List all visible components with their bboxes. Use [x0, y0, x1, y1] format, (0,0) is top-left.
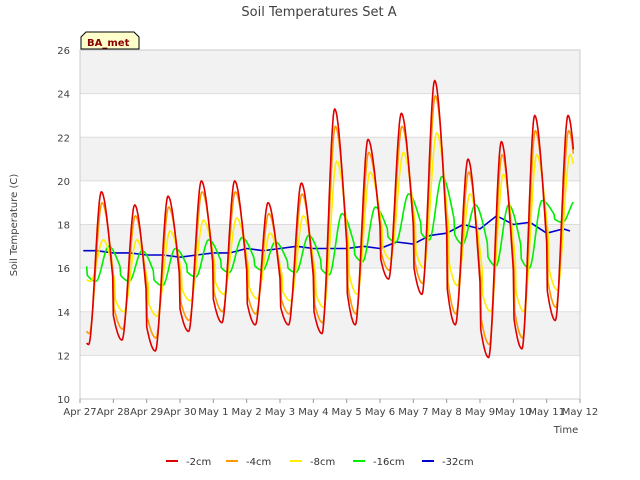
y-tick-label: 26 [57, 46, 70, 57]
legend-label: -2cm [186, 457, 211, 468]
y-axis-label: Soil Temperature (C) [9, 174, 20, 277]
x-tick-label: May 12 [562, 407, 599, 418]
background-band [80, 311, 580, 356]
x-tick-label: May 8 [432, 407, 462, 418]
series-line-minus-16cm [85, 175, 574, 287]
x-tick-label: May 9 [465, 407, 495, 418]
chart-title: Soil Temperatures Set A [241, 5, 396, 20]
y-tick-label: 22 [57, 133, 70, 144]
y-axis: 10 12 14 16 18 20 22 24 26 [57, 46, 70, 406]
x-tick-label: May 6 [365, 407, 395, 418]
plot-area [79, 49, 581, 400]
background-band [80, 355, 580, 399]
background-band [80, 50, 580, 94]
background-band [80, 93, 580, 138]
legend-label: -32cm [442, 457, 474, 468]
y-tick-label: 12 [57, 351, 70, 362]
x-tick-label: May 11 [528, 407, 565, 418]
legend-label: -8cm [310, 457, 335, 468]
x-tick-label: Apr 27 [63, 407, 96, 418]
site-tag-label: BA_met [87, 38, 130, 49]
series-line-minus-2cm [86, 79, 575, 359]
y-tick-label: 24 [57, 90, 70, 101]
legend: -2cm -4cm -8cm -16cm -32cm [166, 457, 474, 468]
y-tick-label: 10 [57, 395, 70, 406]
y-tick-label: 20 [57, 177, 70, 188]
x-tick-label: Apr 29 [130, 407, 163, 418]
x-tick-label: May 4 [298, 407, 328, 418]
site-tag-box [80, 31, 140, 50]
x-tick-label: May 1 [198, 407, 228, 418]
x-tick-label: May 3 [265, 407, 295, 418]
series-layer [83, 79, 575, 359]
x-tick-label: May 2 [232, 407, 262, 418]
y-tick-label: 18 [57, 221, 70, 232]
x-tick-label: Apr 30 [163, 407, 196, 418]
x-tick-label: May 7 [398, 407, 428, 418]
x-axis-label: Time [553, 425, 578, 436]
x-tick-label: May 10 [495, 407, 532, 418]
site-tag: BA_met [80, 31, 140, 50]
legend-label: -16cm [373, 457, 405, 468]
y-tick-label: 16 [57, 264, 70, 275]
x-tick-label: Apr 28 [97, 407, 130, 418]
legend-label: -4cm [246, 457, 271, 468]
x-tick-label: May 5 [332, 407, 362, 418]
y-tick-label: 14 [57, 308, 70, 319]
